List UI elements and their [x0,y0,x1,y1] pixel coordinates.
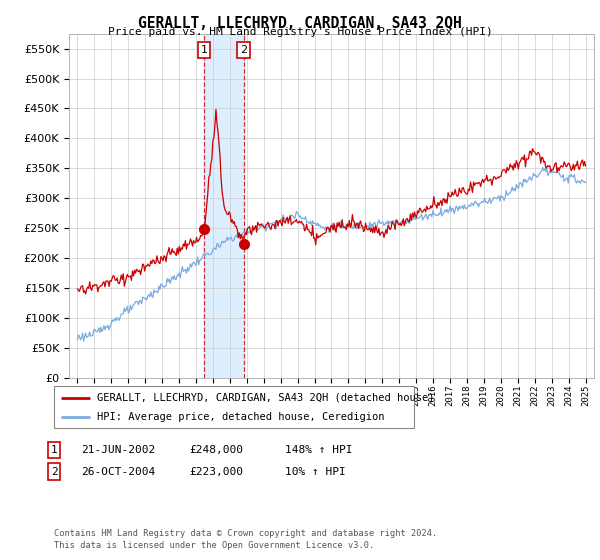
Text: 2: 2 [50,466,58,477]
Text: £248,000: £248,000 [189,445,243,455]
Text: 21-JUN-2002: 21-JUN-2002 [81,445,155,455]
Text: Contains HM Land Registry data © Crown copyright and database right 2024.: Contains HM Land Registry data © Crown c… [54,530,437,539]
Text: 1: 1 [50,445,58,455]
Text: GERALLT, LLECHRYD, CARDIGAN, SA43 2QH (detached house): GERALLT, LLECHRYD, CARDIGAN, SA43 2QH (d… [97,393,434,403]
Text: 148% ↑ HPI: 148% ↑ HPI [285,445,353,455]
FancyBboxPatch shape [54,386,414,428]
Text: Price paid vs. HM Land Registry's House Price Index (HPI): Price paid vs. HM Land Registry's House … [107,27,493,37]
Text: GERALLT, LLECHRYD, CARDIGAN, SA43 2QH: GERALLT, LLECHRYD, CARDIGAN, SA43 2QH [138,16,462,31]
Text: 10% ↑ HPI: 10% ↑ HPI [285,466,346,477]
Bar [204,34,244,378]
Text: This data is licensed under the Open Government Licence v3.0.: This data is licensed under the Open Gov… [54,541,374,550]
Text: HPI: Average price, detached house, Ceredigion: HPI: Average price, detached house, Cere… [97,412,385,422]
Text: 2: 2 [240,45,247,55]
Text: £223,000: £223,000 [189,466,243,477]
Text: 26-OCT-2004: 26-OCT-2004 [81,466,155,477]
Text: 1: 1 [200,45,208,55]
